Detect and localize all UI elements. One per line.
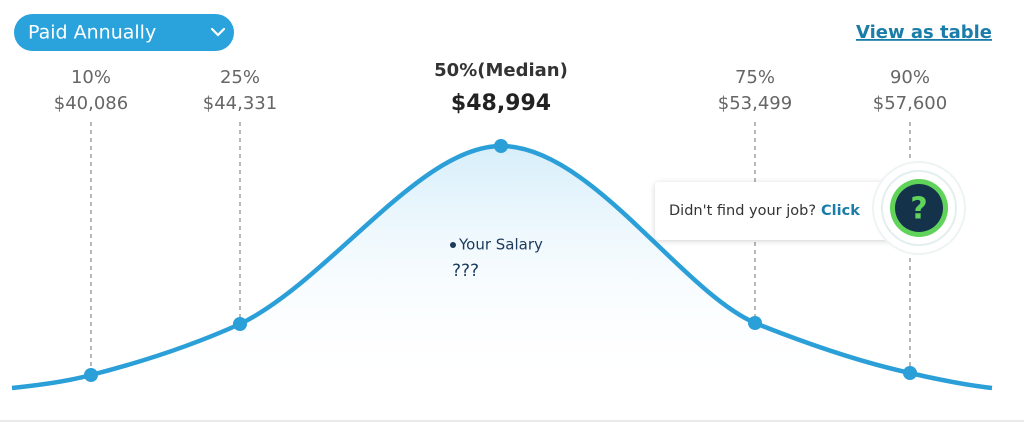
percentile-dot [233, 317, 247, 331]
percentile-dot [748, 316, 762, 330]
your-salary-value: ??? [452, 261, 479, 281]
your-salary-label: Your Salary [458, 236, 543, 254]
percentile-label: 75% [735, 67, 775, 88]
percentile-dot [494, 139, 508, 153]
icon-glyph: ? [910, 192, 927, 227]
median-value: $48,994 [451, 91, 551, 116]
pay-period-dropdown[interactable]: Paid Annually [14, 14, 234, 51]
tooltip-box [655, 182, 895, 240]
tooltip-text: Didn't find your job? Click [669, 203, 860, 219]
percentile-value: $40,086 [54, 93, 128, 114]
view-table-link[interactable]: View as table [856, 22, 992, 43]
chevron [210, 27, 226, 37]
percentile-value: $53,499 [718, 93, 792, 114]
percentile-value: $57,600 [873, 93, 947, 114]
percentile-dot [84, 368, 98, 382]
median-label: 50%(Median) [434, 60, 568, 81]
tooltip-question: Didn't find your job? [669, 203, 816, 219]
percentile-dot [903, 366, 917, 380]
curve-area [12, 146, 992, 388]
your-salary-bullet [450, 242, 456, 248]
dropdown-label: Paid Annually [28, 22, 156, 44]
icon-core [895, 184, 943, 232]
percentile-value: $44,331 [203, 93, 277, 114]
percentile-label: 10% [71, 67, 111, 88]
percentile-label: 25% [220, 67, 260, 88]
help-tooltip[interactable]: Didn't find your job? Click [655, 182, 895, 240]
help-icon[interactable]: ? [872, 161, 966, 255]
percentile-label: 90% [890, 67, 930, 88]
tooltip-link[interactable]: Click [821, 203, 860, 219]
dropdown-bg [14, 14, 234, 51]
